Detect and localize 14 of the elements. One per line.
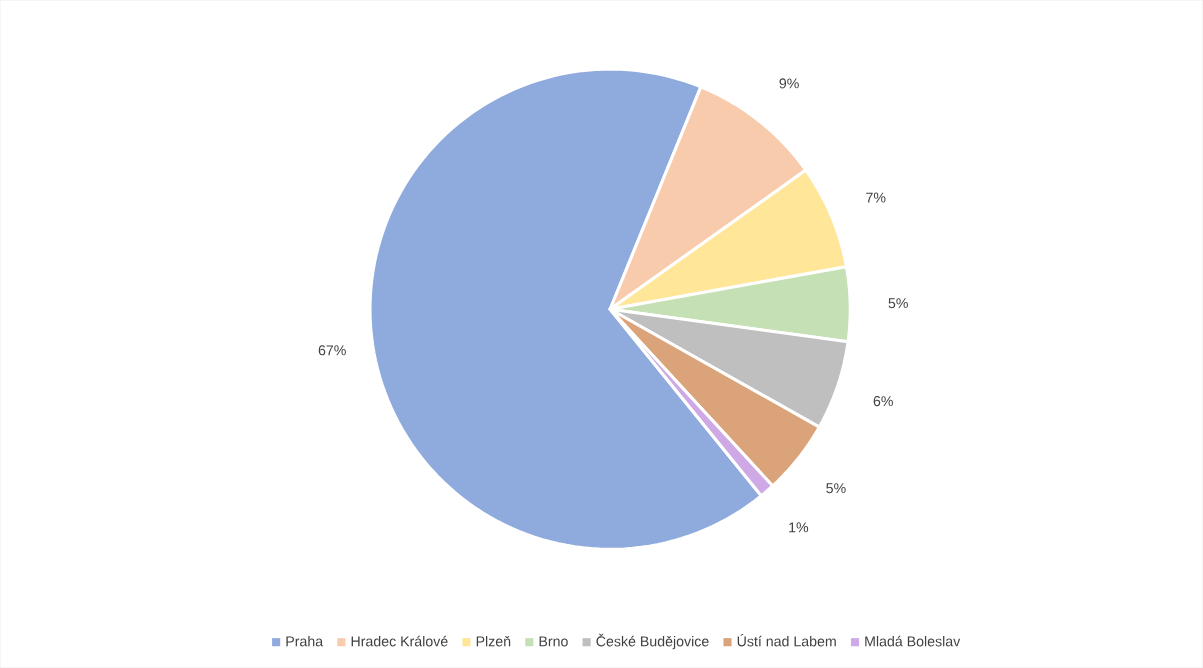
legend-label: České Budějovice (596, 633, 709, 650)
data-label: 6% (873, 396, 893, 407)
legend-label: Brno (539, 636, 568, 647)
data-label: 1% (789, 522, 809, 533)
data-label: 5% (888, 298, 908, 309)
data-label: 9% (779, 78, 799, 89)
legend-label: Hradec Králové (351, 635, 448, 647)
legend-label: Mladá Boleslav (865, 635, 961, 647)
legend-label: Ústí nad Labem (737, 633, 836, 647)
legend-label: Praha (286, 635, 324, 647)
data-label: 67% (318, 345, 346, 356)
data-label: 5% (826, 483, 846, 494)
data-label: 7% (866, 192, 886, 203)
legend-label: Plzeň (476, 635, 511, 647)
